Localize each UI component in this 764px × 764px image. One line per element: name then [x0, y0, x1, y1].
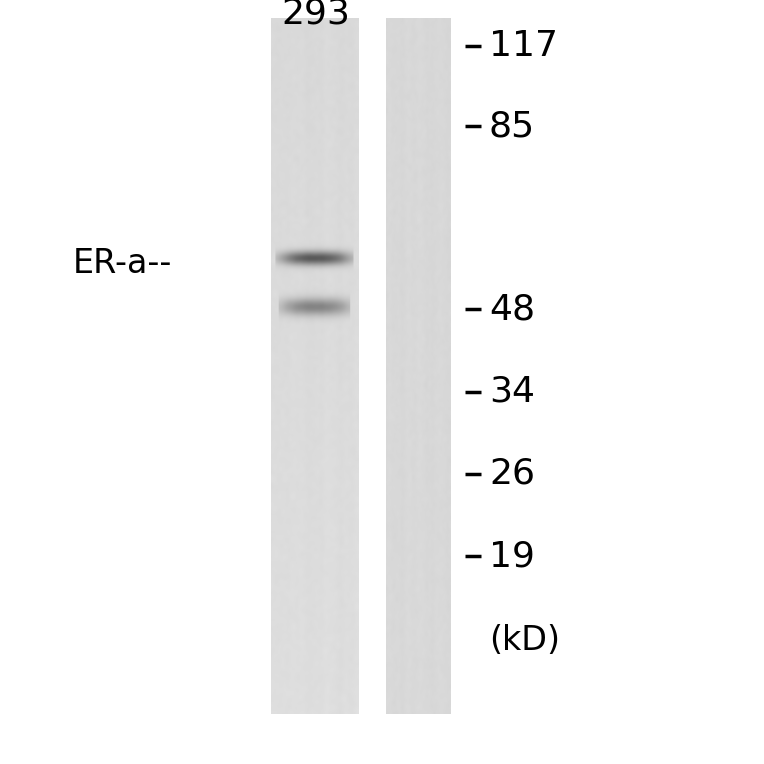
Text: 117: 117	[489, 29, 558, 63]
Text: 85: 85	[489, 109, 535, 143]
Text: 34: 34	[489, 375, 535, 409]
Text: 19: 19	[489, 539, 535, 573]
Text: 48: 48	[489, 293, 535, 326]
Text: 293: 293	[281, 0, 350, 31]
Text: (kD): (kD)	[489, 623, 560, 657]
Text: ER-a--: ER-a--	[73, 247, 172, 280]
Text: 26: 26	[489, 457, 535, 490]
